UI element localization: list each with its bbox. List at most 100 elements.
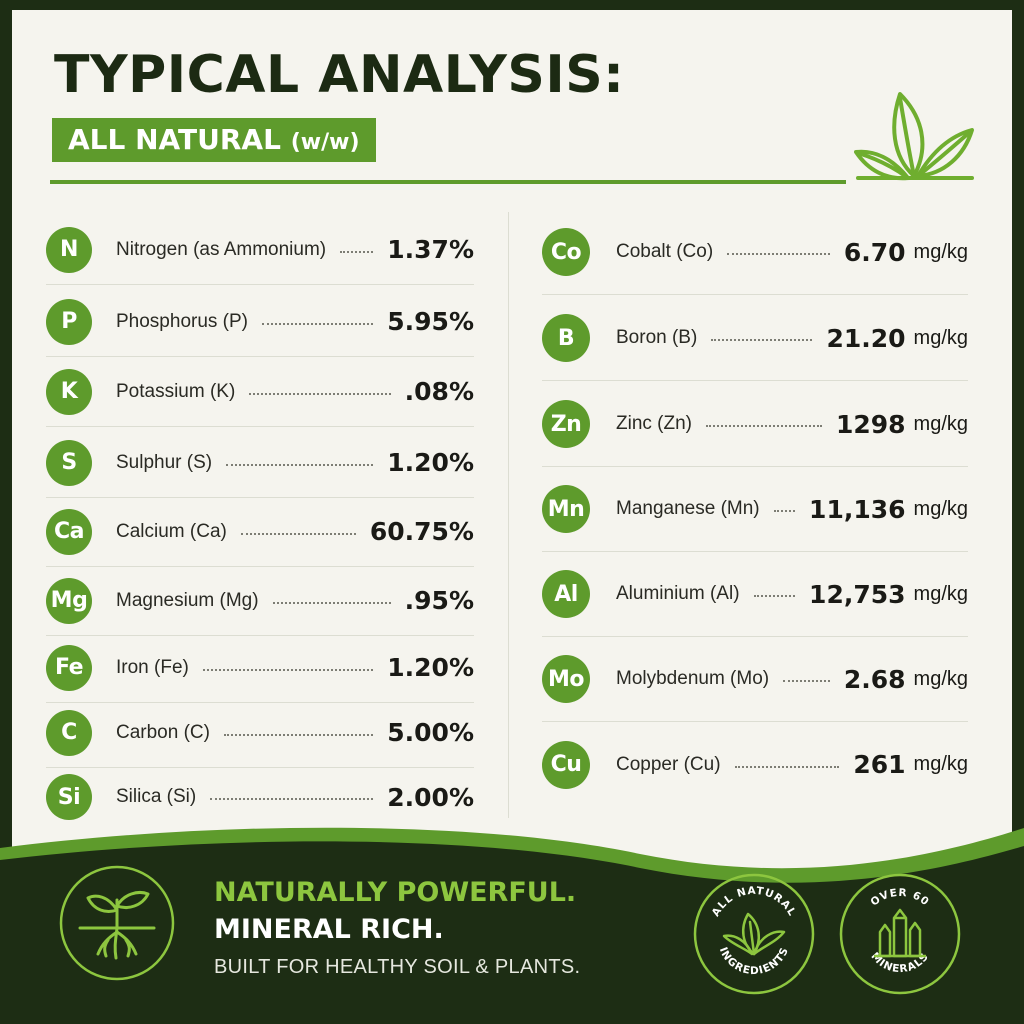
- element-value: 2.68: [843, 664, 906, 694]
- element-name: Sulphur (S): [116, 451, 213, 473]
- element-name: Copper (Cu): [616, 753, 721, 775]
- dot-leader: [240, 532, 356, 535]
- trace-element-row: Cu Copper (Cu) 261 mg/kg: [542, 722, 968, 807]
- nutrient-row: S Sulphur (S) 1.20%: [46, 428, 474, 498]
- element-value: 1298: [835, 409, 906, 439]
- element-name: Manganese (Mn): [616, 498, 760, 519]
- dot-leader: [226, 463, 374, 466]
- element-name: Nitrogen (as Ammonium): [116, 238, 327, 260]
- element-badge: Mo: [542, 655, 590, 703]
- element-name: Magnesium (Mg): [116, 589, 259, 611]
- trace-element-row: Al Aluminium (Al) 12,753 mg/kg: [542, 552, 968, 637]
- element-value: 5.00%: [387, 718, 474, 747]
- nutrient-row: Mg Magnesium (Mg) .95%: [46, 566, 474, 636]
- element-name: Carbon (C): [116, 721, 210, 743]
- element-name: Phosphorus (P): [116, 310, 249, 332]
- dot-leader: [272, 601, 391, 604]
- dot-leader: [753, 595, 796, 597]
- title-rule: [50, 180, 846, 184]
- element-unit: mg/kg: [913, 240, 968, 263]
- nutrient-row: Ca Calcium (Ca) 60.75%: [46, 497, 474, 567]
- element-unit: mg/kg: [913, 582, 968, 605]
- dot-leader: [340, 250, 374, 253]
- element-value: 60.75%: [369, 517, 474, 546]
- footer-taglines: NATURALLY POWERFUL. MINERAL RICH. BUILT …: [214, 876, 580, 984]
- seal-bottom-text: MINERALS: [869, 950, 932, 975]
- leaves-icon: [854, 92, 974, 181]
- trace-element-row: Co Cobalt (Co) 6.70 mg/kg: [542, 210, 968, 295]
- element-unit: mg/kg: [913, 412, 968, 435]
- element-badge: Zn: [542, 400, 590, 448]
- element-badge: Cu: [542, 740, 590, 789]
- element-value: 12,753: [809, 579, 906, 609]
- crystal-icon: [874, 908, 926, 958]
- element-name: Calcium (Ca): [116, 520, 227, 542]
- element-name: Potassium (K): [116, 380, 236, 402]
- element-value: 6.70: [843, 237, 906, 267]
- element-value: 1.20%: [387, 448, 474, 477]
- element-name: Silica (Si): [116, 786, 197, 807]
- all-natural-seal: ALL NATURAL INGREDIENTS: [693, 873, 815, 995]
- column-divider: [508, 212, 509, 818]
- element-name: Molybdenum (Mo): [616, 668, 770, 689]
- dot-leader: [249, 392, 391, 395]
- element-name: Aluminium (Al): [616, 583, 740, 604]
- leaf-icon: [722, 912, 786, 956]
- nutrient-row: Si Silica (Si) 2.00%: [46, 762, 474, 832]
- element-badge: Si: [46, 774, 92, 820]
- dot-leader: [210, 798, 374, 800]
- tagline-mineral: MINERAL RICH.: [214, 914, 444, 945]
- nutrient-row: N Nitrogen (as Ammonium) 1.37%: [46, 215, 474, 285]
- dot-leader: [706, 425, 822, 427]
- tagline-healthy: BUILT FOR HEALTHY SOIL & PLANTS.: [214, 956, 581, 978]
- nutrient-row: P Phosphorus (P) 5.95%: [46, 287, 474, 357]
- element-value: 1.20%: [387, 653, 474, 682]
- element-value: 5.95%: [387, 307, 474, 336]
- element-name: Iron (Fe): [116, 656, 189, 678]
- trace-element-row: Zn Zinc (Zn) 1298 mg/kg: [542, 382, 968, 467]
- trace-element-row: Mn Manganese (Mn) 11,136 mg/kg: [542, 467, 968, 552]
- element-value: 261: [853, 750, 906, 779]
- dot-leader: [262, 322, 374, 325]
- element-name: Zinc (Zn): [616, 413, 692, 434]
- dot-leader: [711, 339, 813, 341]
- nutrient-row: K Potassium (K) .08%: [46, 357, 474, 427]
- trace-element-row: Mo Molybdenum (Mo) 2.68 mg/kg: [542, 637, 968, 722]
- element-badge: N: [46, 226, 92, 273]
- element-value: 21.20: [826, 323, 906, 353]
- element-unit: mg/kg: [913, 497, 968, 520]
- element-badge: B: [542, 314, 590, 362]
- element-unit: mg/kg: [913, 753, 968, 775]
- subtitle-main: ALL NATURAL: [68, 123, 281, 156]
- subtitle-banner: ALL NATURAL (w/w): [52, 118, 376, 162]
- dot-leader: [783, 680, 830, 682]
- element-value: 11,136: [809, 494, 906, 524]
- element-badge: Ca: [46, 508, 92, 555]
- dot-leader: [734, 765, 840, 768]
- element-value: 1.37%: [387, 235, 474, 264]
- element-name: Cobalt (Co): [616, 241, 714, 262]
- element-name: Boron (B): [616, 327, 698, 348]
- element-badge: C: [46, 709, 92, 756]
- page-title: TYPICAL ANALYSIS:: [54, 45, 625, 105]
- element-badge: S: [46, 439, 92, 486]
- nutrient-row: C Carbon (C) 5.00%: [46, 698, 474, 768]
- dot-leader: [202, 668, 374, 671]
- element-badge: Mn: [542, 485, 590, 533]
- element-badge: Al: [542, 570, 590, 618]
- element-unit: mg/kg: [913, 326, 968, 349]
- element-value: .08%: [404, 377, 474, 406]
- sprout-roots-icon: [59, 865, 175, 981]
- element-badge: K: [46, 368, 92, 415]
- dot-leader: [727, 253, 830, 255]
- trace-element-row: B Boron (B) 21.20 mg/kg: [542, 296, 968, 381]
- element-badge: Mg: [46, 577, 92, 624]
- subtitle-suffix: (w/w): [290, 130, 360, 155]
- element-badge: Co: [542, 228, 590, 276]
- seal-top-text: ALL NATURAL: [710, 885, 799, 919]
- dot-leader: [773, 510, 796, 512]
- nutrient-row: Fe Iron (Fe) 1.20%: [46, 633, 474, 703]
- dot-leader: [223, 733, 374, 736]
- seal-top-text: OVER 60: [868, 887, 931, 909]
